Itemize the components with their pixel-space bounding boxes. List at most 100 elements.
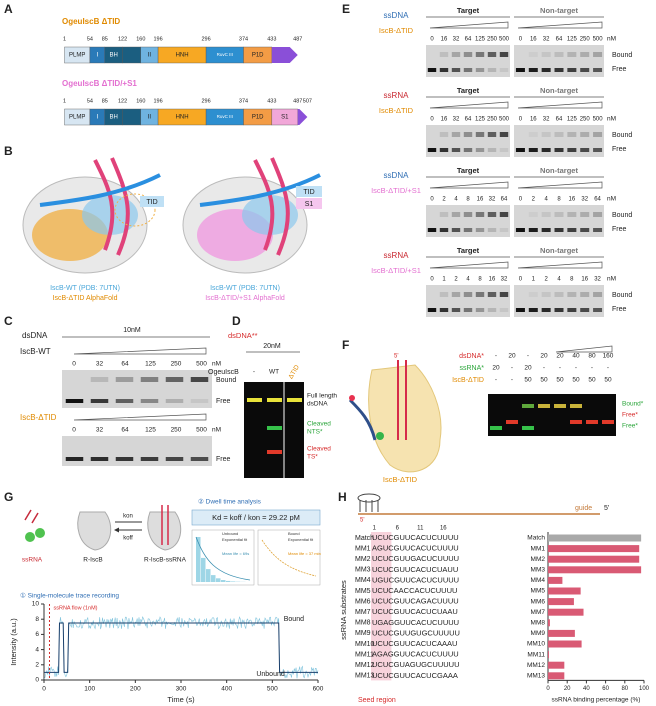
inset-bar: [211, 575, 216, 582]
band-label: NTS*: [307, 429, 323, 436]
lane-label: 64: [501, 197, 508, 203]
position: 122: [118, 98, 127, 104]
structure-left: [22, 157, 161, 274]
gel-band: [487, 308, 497, 312]
bar: [548, 651, 549, 659]
caption: IscB-ΔTID AlphaFold: [53, 295, 118, 302]
gel-band: [580, 212, 590, 217]
gel-band: [522, 426, 534, 430]
position: 54: [87, 98, 93, 104]
band-label: Free*: [622, 412, 638, 419]
y-tick-label: MM9: [531, 630, 546, 637]
position: 160: [136, 98, 145, 104]
lane-label: 4: [557, 277, 561, 283]
lane-label: 32: [501, 277, 508, 283]
cell: 20: [492, 365, 500, 372]
protein: OgeuIscB: [208, 369, 239, 376]
x-tick-label: 200: [130, 686, 141, 693]
kd: Kd = koff / kon = 29.22 pM: [212, 513, 300, 522]
gel-band: [554, 292, 564, 297]
band-label: Free*: [622, 423, 638, 430]
cell: 80: [588, 353, 596, 360]
x-tick-label: 0: [546, 686, 550, 692]
position: 507: [303, 98, 312, 104]
lane-label: 8: [478, 277, 482, 283]
panel-label: E: [342, 2, 350, 16]
annotation: ssRNA flow (1nM): [53, 605, 97, 611]
y-tick-label: 4: [35, 646, 39, 653]
lane-label: 500: [196, 361, 207, 368]
wedge: [73, 413, 207, 421]
cell: 50: [556, 377, 564, 384]
bar: [548, 598, 574, 606]
cell: 40: [572, 353, 580, 360]
y-tick-label: 10: [32, 601, 40, 608]
lane-label: 64: [556, 117, 563, 123]
gel-band: [475, 148, 485, 152]
gel-band: [554, 68, 564, 72]
guide-label: guide: [575, 505, 592, 512]
lane-label: 64: [121, 361, 129, 368]
gel-band: [541, 292, 551, 297]
lane-label: 125: [475, 117, 486, 123]
sequence: UGUCGUUCACUCUUUU: [372, 575, 459, 584]
seed-highlight: [371, 532, 392, 681]
gel-band: [427, 148, 437, 152]
gel: [514, 45, 604, 77]
gel-band: [593, 292, 603, 297]
panel-label: A: [4, 2, 13, 16]
domain-label: BH: [110, 53, 118, 59]
inset-text: Unbound: [222, 531, 238, 536]
band-label: Bound: [612, 212, 632, 219]
inset-bar: [206, 569, 211, 582]
substrate-name: MM11: [355, 651, 374, 658]
cell: 50: [572, 377, 580, 384]
sequence: UCUCGUUCACUCAAAU: [372, 639, 457, 648]
gel-band: [499, 148, 509, 152]
bar: [548, 587, 581, 595]
inset: [257, 529, 321, 586]
position: 196: [153, 36, 162, 42]
gel-band: [580, 228, 590, 232]
cell: -: [559, 365, 561, 372]
cell: 20: [556, 353, 564, 360]
x-tick-label: 0: [42, 686, 46, 693]
species: R-IscB-ssRNA: [144, 557, 187, 564]
gel-band: [165, 377, 184, 382]
sequence: AGAGGUUCACUCUUUU: [372, 650, 459, 659]
domain-label: PLMP: [69, 53, 85, 59]
band-label: Free: [612, 66, 627, 73]
gel-band: [463, 292, 473, 297]
gel-band: [541, 308, 551, 312]
position: 433: [267, 36, 276, 42]
gel-band: [190, 399, 209, 403]
concentration: 20nM: [263, 343, 281, 350]
unit: nM: [212, 427, 221, 434]
lane-label: 16: [569, 197, 576, 203]
gel-band: [593, 228, 603, 232]
gel-band: [499, 68, 509, 72]
substrate-name: MM10: [355, 641, 375, 648]
bar: [548, 672, 565, 680]
gel-band: [487, 292, 497, 297]
position: 1: [63, 98, 66, 104]
gel-band: [451, 132, 461, 137]
gel-band: [515, 148, 525, 152]
gel-band: [554, 148, 564, 152]
gel-band: [451, 292, 461, 297]
sequence: UCUCGUUCACUCGAAA: [372, 671, 458, 680]
band-label: Cleaved: [307, 446, 331, 453]
substrate-name: MM4: [355, 577, 371, 584]
x-tick-label: 100: [639, 686, 650, 692]
cell: -: [543, 365, 545, 372]
wedge: [517, 101, 603, 109]
gel: [426, 285, 510, 317]
x-tick-label: 100: [84, 686, 95, 693]
gel-band: [515, 308, 525, 312]
domain-label: PLMP: [69, 115, 85, 121]
sequence: UCUCGUUCAGACUUUU: [372, 597, 459, 606]
gel-band: [463, 228, 473, 232]
substrate-name: MM6: [355, 598, 371, 605]
caption: IscB-WT (PDB: 7UTN): [210, 285, 280, 292]
gel-band: [165, 399, 184, 403]
